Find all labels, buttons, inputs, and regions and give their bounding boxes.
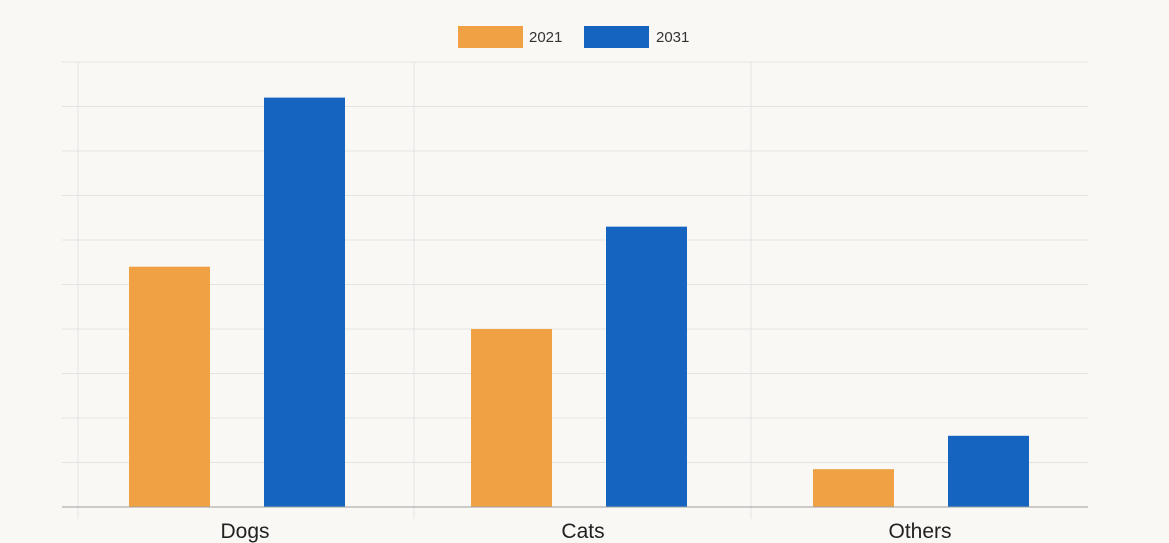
legend-swatch-2021	[458, 26, 523, 48]
bar-others-2031	[948, 435, 1029, 507]
x-label-others: Others	[888, 520, 951, 543]
bars	[129, 97, 1029, 507]
bar-cats-2021	[471, 329, 552, 507]
bar-dogs-2031	[264, 97, 345, 507]
legend-swatch-2031	[584, 26, 649, 48]
bar-cats-2031	[606, 226, 687, 507]
bar-dogs-2021	[129, 266, 210, 507]
legend: 2021 2031	[458, 26, 689, 48]
bar-others-2021	[813, 469, 894, 507]
x-label-cats: Cats	[561, 520, 604, 543]
x-label-dogs: Dogs	[220, 520, 269, 543]
gridlines	[62, 61, 1088, 519]
legend-label-2021: 2021	[529, 29, 562, 46]
legend-label-2031: 2031	[656, 29, 689, 46]
legend-item-2031[interactable]: 2031	[584, 26, 689, 48]
x-axis-labels: Dogs Cats Others	[220, 520, 951, 543]
legend-item-2021[interactable]: 2021	[458, 26, 562, 48]
